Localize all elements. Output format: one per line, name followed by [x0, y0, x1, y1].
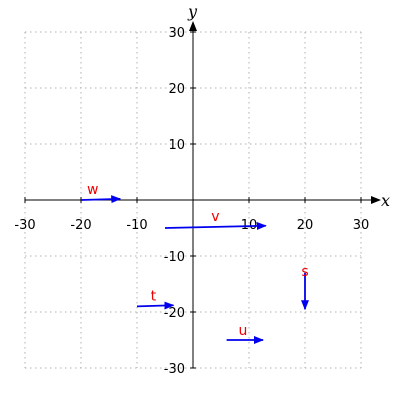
- y-tick-label: 20: [168, 82, 185, 97]
- vector-label-t: t: [151, 288, 157, 304]
- vector-label-u: u: [239, 323, 248, 339]
- x-tick-label: 20: [297, 218, 314, 233]
- vector-t: [136, 301, 175, 310]
- y-tick-label: -10: [164, 250, 185, 265]
- vector-w: [80, 195, 122, 204]
- x-tick-label: 30: [353, 218, 370, 233]
- axes: [25, 21, 381, 368]
- vector-label-w: w: [87, 182, 98, 198]
- y-axis-label: y: [187, 2, 198, 21]
- vector-label-v: v: [211, 209, 219, 225]
- y-tick-label: -30: [164, 362, 185, 377]
- vectors: w v t u s: [80, 182, 309, 344]
- vector-v: [164, 221, 267, 230]
- y-tick-label: 10: [168, 138, 185, 153]
- x-tick-label: -10: [126, 218, 147, 233]
- x-tick-label: -30: [14, 218, 35, 233]
- y-tick-label: 30: [168, 26, 185, 41]
- y-tick-label: -20: [164, 306, 185, 321]
- x-axis-label: x: [381, 191, 390, 210]
- x-tick-label: -20: [70, 218, 91, 233]
- vector-label-s: s: [301, 264, 308, 280]
